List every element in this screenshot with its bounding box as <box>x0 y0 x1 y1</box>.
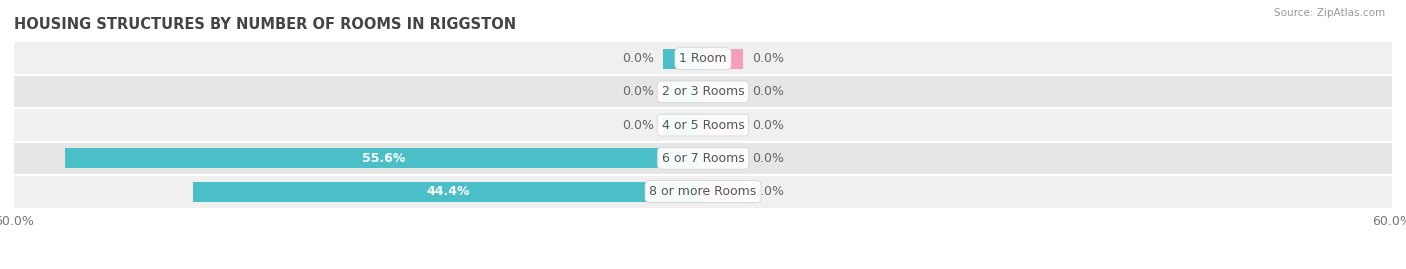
Bar <box>662 82 703 102</box>
Text: 0.0%: 0.0% <box>621 85 654 98</box>
Text: 0.0%: 0.0% <box>752 119 785 132</box>
Text: 4 or 5 Rooms: 4 or 5 Rooms <box>662 119 744 132</box>
Bar <box>65 148 703 168</box>
Text: 2 or 3 Rooms: 2 or 3 Rooms <box>662 85 744 98</box>
Text: 44.4%: 44.4% <box>426 185 470 198</box>
Text: 0.0%: 0.0% <box>621 119 654 132</box>
Bar <box>14 42 1392 75</box>
Bar <box>703 148 744 168</box>
Bar <box>193 182 703 201</box>
Text: Source: ZipAtlas.com: Source: ZipAtlas.com <box>1274 8 1385 18</box>
Bar <box>14 75 1392 108</box>
Bar <box>662 115 703 135</box>
Bar <box>703 82 744 102</box>
Bar <box>703 182 744 201</box>
Text: HOUSING STRUCTURES BY NUMBER OF ROOMS IN RIGGSTON: HOUSING STRUCTURES BY NUMBER OF ROOMS IN… <box>14 17 516 32</box>
Bar <box>14 175 1392 208</box>
Bar <box>703 49 744 69</box>
Text: 55.6%: 55.6% <box>363 152 405 165</box>
Text: 0.0%: 0.0% <box>752 85 785 98</box>
Bar <box>14 142 1392 175</box>
Bar <box>703 115 744 135</box>
Text: 6 or 7 Rooms: 6 or 7 Rooms <box>662 152 744 165</box>
Text: 0.0%: 0.0% <box>621 52 654 65</box>
Text: 1 Room: 1 Room <box>679 52 727 65</box>
Text: 8 or more Rooms: 8 or more Rooms <box>650 185 756 198</box>
Text: 0.0%: 0.0% <box>752 152 785 165</box>
Text: 0.0%: 0.0% <box>752 185 785 198</box>
Bar <box>14 108 1392 142</box>
Text: 0.0%: 0.0% <box>752 52 785 65</box>
Bar <box>662 49 703 69</box>
